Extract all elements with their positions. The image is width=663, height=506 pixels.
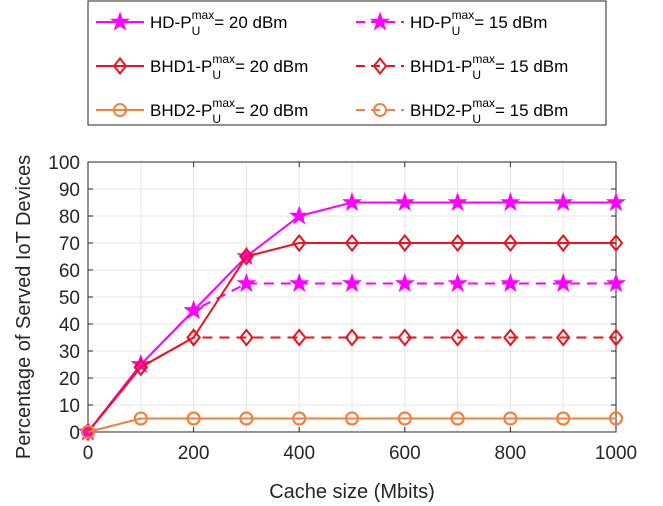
data-point-star xyxy=(289,272,310,293)
legend-label: BHD1-Pmax= 20 dBm xyxy=(150,52,308,76)
y-tick-label: 10 xyxy=(59,396,80,417)
legend-label-subscript: U xyxy=(212,112,221,126)
data-point-circle xyxy=(609,411,623,426)
data-point-star xyxy=(605,272,627,293)
data-point-diamond xyxy=(291,328,307,347)
legend-label: BHD1-Pmax= 15 dBm xyxy=(410,52,568,76)
legend-label: HD-Pmax= 15 dBm xyxy=(410,8,547,32)
data-point-diamond xyxy=(608,328,624,347)
y-tick-label: 20 xyxy=(59,369,80,390)
y-tick-label: 0 xyxy=(69,423,80,444)
legend-label-subscript: U xyxy=(472,68,481,82)
legend-label: BHD2-Pmax= 15 dBm xyxy=(410,96,568,120)
data-point-circle xyxy=(397,411,412,426)
data-point-diamond xyxy=(239,328,254,347)
series-line xyxy=(87,336,616,433)
data-point-star xyxy=(341,191,363,212)
legend-label-subscript: U xyxy=(192,24,201,38)
data-point-circle xyxy=(556,411,571,426)
legend-box xyxy=(87,0,607,126)
y-tick-label: 30 xyxy=(59,342,80,363)
data-point-circle xyxy=(503,411,518,426)
legend-label: HD-Pmax= 20 dBm xyxy=(150,8,287,32)
legend-label-subscript: U xyxy=(212,68,221,82)
x-axis-label: Cache size (Mbits) xyxy=(269,481,435,503)
data-point-circle xyxy=(81,425,95,439)
series-1 xyxy=(77,272,627,441)
x-tick-label: 600 xyxy=(389,443,421,464)
data-point-diamond xyxy=(133,358,149,377)
data-point-star xyxy=(500,272,521,293)
series-line xyxy=(87,417,616,433)
data-point-diamond xyxy=(344,328,360,347)
data-point-star xyxy=(183,299,204,320)
data-point-star xyxy=(289,205,310,225)
data-point-star xyxy=(605,191,627,212)
data-point-diamond xyxy=(503,233,518,253)
data-point-star xyxy=(500,191,521,212)
data-point-diamond xyxy=(239,247,254,266)
data-point-circle xyxy=(113,103,127,117)
data-point-star xyxy=(394,191,415,212)
data-point-star xyxy=(369,11,391,31)
data-point-star xyxy=(236,272,257,293)
data-point-diamond xyxy=(608,233,624,253)
data-point-diamond xyxy=(450,328,465,347)
data-point-diamond xyxy=(397,328,413,347)
x-tick-label: 800 xyxy=(495,443,527,464)
y-tick-label: 40 xyxy=(59,315,80,336)
data-point-diamond xyxy=(112,56,128,76)
data-point-star xyxy=(109,11,131,31)
data-point-diamond xyxy=(503,328,518,347)
data-point-circle xyxy=(239,411,254,426)
data-point-star xyxy=(394,272,415,293)
x-tick-label: 1000 xyxy=(595,443,637,464)
legend-label: BHD2-Pmax= 20 dBm xyxy=(150,96,308,120)
data-point-diamond xyxy=(555,328,571,347)
data-point-diamond xyxy=(80,422,96,442)
y-axis-label: Percentage of Served IoT Devices xyxy=(13,155,35,459)
x-tick-label: 200 xyxy=(178,443,210,464)
x-tick-label: 400 xyxy=(283,443,315,464)
y-tick-label: 50 xyxy=(59,288,80,309)
data-point-diamond xyxy=(397,233,413,253)
data-point-star xyxy=(553,272,574,293)
y-tick-label: 90 xyxy=(59,180,80,201)
data-point-circle xyxy=(450,411,465,426)
data-point-diamond xyxy=(555,233,571,253)
data-point-circle xyxy=(186,411,201,426)
data-point-diamond xyxy=(186,328,201,347)
data-point-circle xyxy=(345,411,359,426)
data-point-circle xyxy=(133,411,148,426)
y-tick-label: 70 xyxy=(59,234,80,255)
legend-label-subscript: U xyxy=(452,24,461,38)
y-tick-label: 100 xyxy=(48,153,80,174)
series-3 xyxy=(80,328,624,442)
data-point-star xyxy=(447,272,468,293)
data-point-star xyxy=(341,272,363,293)
data-point-star xyxy=(553,191,574,212)
data-point-diamond xyxy=(372,56,388,76)
data-point-diamond xyxy=(450,233,465,253)
data-point-diamond xyxy=(291,233,307,253)
x-tick-label: 0 xyxy=(83,443,94,464)
data-point-circle xyxy=(373,103,387,117)
series-5 xyxy=(81,411,623,439)
y-tick-label: 60 xyxy=(59,261,80,282)
data-point-star xyxy=(447,191,468,212)
y-tick-label: 80 xyxy=(59,207,80,228)
legend-label-subscript: U xyxy=(472,112,481,126)
data-point-circle xyxy=(292,411,307,426)
data-point-diamond xyxy=(344,233,360,253)
